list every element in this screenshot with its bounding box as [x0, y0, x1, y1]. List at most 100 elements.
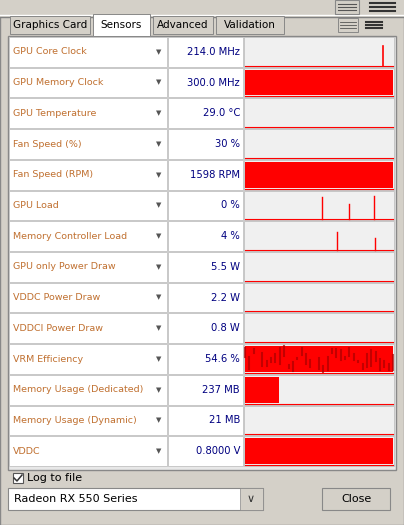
Bar	[245, 438, 393, 464]
Bar	[245, 70, 393, 96]
Text: GPU Temperature: GPU Temperature	[13, 109, 97, 118]
Bar	[244, 436, 394, 466]
Bar	[9, 436, 167, 466]
Text: Graphics Card: Graphics Card	[13, 20, 87, 30]
Bar	[9, 221, 167, 251]
Bar	[168, 436, 243, 466]
Text: Advanced: Advanced	[157, 20, 209, 30]
Text: 5.5 W: 5.5 W	[211, 262, 240, 272]
Text: GPU Load: GPU Load	[13, 201, 59, 210]
Text: Fan Speed (%): Fan Speed (%)	[13, 140, 82, 149]
Bar	[168, 406, 243, 435]
Bar	[8, 15, 398, 35]
Text: Memory Usage (Dedicated): Memory Usage (Dedicated)	[13, 385, 143, 394]
Text: 0.8 W: 0.8 W	[211, 323, 240, 333]
Bar	[9, 191, 167, 220]
Bar	[168, 68, 243, 98]
Text: ▼: ▼	[156, 80, 162, 86]
Text: Radeon RX 550 Series: Radeon RX 550 Series	[14, 494, 137, 504]
Bar	[9, 313, 167, 343]
Bar	[168, 344, 243, 374]
Bar	[335, 0, 359, 14]
Bar	[9, 160, 167, 190]
Bar	[168, 37, 243, 67]
Text: Validation: Validation	[224, 20, 276, 30]
Bar	[9, 344, 167, 374]
Bar	[13, 473, 23, 483]
Text: Sensors: Sensors	[101, 20, 142, 30]
Bar	[168, 129, 243, 159]
Text: 2.2 W: 2.2 W	[211, 292, 240, 302]
Bar	[9, 37, 167, 67]
Text: 214.0 MHz: 214.0 MHz	[187, 47, 240, 57]
Bar	[244, 98, 394, 128]
Text: ▼: ▼	[156, 356, 162, 362]
Bar	[168, 98, 243, 128]
Text: 237 MB: 237 MB	[202, 385, 240, 395]
Bar	[168, 283, 243, 312]
Text: 0 %: 0 %	[221, 201, 240, 211]
Text: 4 %: 4 %	[221, 231, 240, 241]
Text: 300.0 MHz: 300.0 MHz	[187, 78, 240, 88]
Text: ▼: ▼	[156, 141, 162, 147]
Bar	[93, 14, 150, 36]
Bar	[168, 221, 243, 251]
Bar	[245, 377, 279, 403]
Text: GPU Core Clock: GPU Core Clock	[13, 47, 87, 56]
Bar	[168, 252, 243, 282]
Text: 21 MB: 21 MB	[208, 415, 240, 425]
Text: ▼: ▼	[156, 203, 162, 208]
Text: VDDCI Power Draw: VDDCI Power Draw	[13, 324, 103, 333]
Text: VRM Efficiency: VRM Efficiency	[13, 354, 83, 363]
Text: VDDC: VDDC	[13, 447, 41, 456]
Text: ▼: ▼	[156, 233, 162, 239]
Text: 1598 RPM: 1598 RPM	[190, 170, 240, 180]
Bar	[244, 344, 394, 374]
Bar	[244, 313, 394, 343]
Bar	[338, 18, 358, 32]
Text: ▼: ▼	[156, 264, 162, 270]
Bar	[168, 160, 243, 190]
Bar	[8, 488, 263, 510]
Text: ▼: ▼	[156, 387, 162, 393]
Bar	[322, 488, 390, 510]
Bar	[244, 68, 394, 98]
Text: VDDC Power Draw: VDDC Power Draw	[13, 293, 100, 302]
Text: ▼: ▼	[156, 417, 162, 424]
Bar	[0, 0, 404, 17]
Text: Fan Speed (RPM): Fan Speed (RPM)	[13, 170, 93, 179]
Bar	[9, 283, 167, 312]
Bar	[216, 16, 284, 34]
Bar	[153, 16, 213, 34]
Text: ▼: ▼	[156, 49, 162, 55]
Bar	[240, 488, 263, 510]
Text: 29.0 °C: 29.0 °C	[203, 108, 240, 118]
Text: ▼: ▼	[156, 110, 162, 116]
Text: 30 %: 30 %	[215, 139, 240, 149]
Bar	[244, 221, 394, 251]
Bar	[245, 346, 393, 372]
Text: Memory Controller Load: Memory Controller Load	[13, 232, 127, 240]
Text: GPU Memory Clock: GPU Memory Clock	[13, 78, 103, 87]
Bar	[9, 375, 167, 405]
Bar	[9, 252, 167, 282]
Text: 0.8000 V: 0.8000 V	[196, 446, 240, 456]
Bar	[9, 68, 167, 98]
Bar	[8, 36, 396, 470]
Text: GPU only Power Draw: GPU only Power Draw	[13, 262, 116, 271]
Bar	[244, 129, 394, 159]
Text: ∨: ∨	[247, 494, 255, 504]
Text: ▼: ▼	[156, 448, 162, 454]
Bar	[244, 37, 394, 67]
Bar	[9, 98, 167, 128]
Bar	[9, 406, 167, 435]
Bar	[244, 375, 394, 405]
Text: Log to file: Log to file	[27, 473, 82, 483]
Text: Close: Close	[341, 494, 371, 504]
Text: ▼: ▼	[156, 326, 162, 331]
Bar	[244, 283, 394, 312]
Text: 54.6 %: 54.6 %	[205, 354, 240, 364]
Bar	[10, 16, 90, 34]
Bar	[168, 191, 243, 220]
Bar	[244, 406, 394, 435]
